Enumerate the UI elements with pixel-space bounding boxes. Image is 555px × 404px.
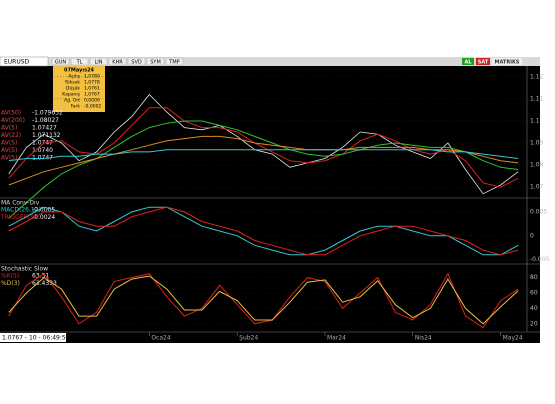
legend-value: 1.0740 bbox=[32, 147, 53, 154]
tooltip-key: Açılış bbox=[68, 74, 80, 80]
legend-value: 63.4333 bbox=[32, 280, 57, 287]
x-tick-label: Oca24 bbox=[151, 335, 171, 342]
toolbar-button-label: TMP bbox=[168, 60, 179, 66]
toolbar-action[interactable] bbox=[476, 58, 490, 65]
tooltip-value: -0,0002 bbox=[84, 104, 102, 110]
toolbar-button[interactable] bbox=[89, 57, 108, 66]
legend-name: %K(5) bbox=[1, 273, 19, 280]
series-line bbox=[8, 275, 519, 325]
x-tick-label: Mar24 bbox=[327, 335, 346, 342]
tooltip bbox=[53, 66, 105, 112]
legend-name: AV(5) bbox=[1, 125, 17, 132]
y-tick-label: 0 bbox=[530, 232, 534, 239]
series-line bbox=[8, 272, 519, 329]
legend-name: AV(50) bbox=[1, 110, 21, 117]
toolbar-button-label: TL bbox=[76, 60, 83, 66]
legend-value: -0.0024 bbox=[32, 214, 55, 221]
legend-name: AV(200) bbox=[1, 117, 25, 124]
legend-name: MACD(26,12) bbox=[1, 207, 41, 214]
toolbar-button[interactable] bbox=[108, 57, 127, 66]
legend-value: -1.08027 bbox=[32, 117, 59, 124]
tooltip-key: Yüksek bbox=[64, 80, 81, 86]
legend-name: AV(5) bbox=[1, 147, 17, 154]
tooltip-value: 1,0761 bbox=[84, 86, 100, 92]
toolbar-button-label: GUN bbox=[55, 60, 67, 66]
legend-value: -1.079632 bbox=[32, 110, 63, 117]
toolbar-button-label: KHR bbox=[112, 60, 123, 66]
symbol: EURUSD bbox=[4, 59, 30, 66]
legend-name: TRIGGER(9) bbox=[0, 214, 36, 221]
toolbar-action-label: SAT bbox=[478, 60, 489, 66]
toolbar-action[interactable] bbox=[492, 58, 522, 65]
tooltip-value: 1,0767 bbox=[84, 92, 100, 98]
y-tick-label: 1.12 bbox=[530, 73, 544, 80]
y-tick-label: 60 bbox=[530, 289, 538, 296]
y-tick-label: 80 bbox=[530, 274, 538, 281]
status-box bbox=[0, 333, 66, 342]
x-tick-label: May24 bbox=[503, 335, 523, 342]
panel-title: Stochastic Slow bbox=[1, 266, 48, 273]
toolbar-button-label: SYM bbox=[150, 60, 161, 66]
series-line bbox=[8, 107, 519, 188]
legend-value: 1.0747 bbox=[32, 140, 53, 147]
series-line bbox=[8, 206, 519, 256]
toolbar-button[interactable] bbox=[51, 57, 70, 66]
legend-name: AV(5) bbox=[1, 155, 17, 162]
panel-title: MA Conv-Div bbox=[1, 200, 40, 207]
toolbar-button-label: LIN bbox=[94, 60, 102, 66]
toolbar-action-label: MATRIKS bbox=[494, 60, 519, 66]
y-tick-label: 20 bbox=[530, 320, 538, 327]
y-tick-label: 0.005 bbox=[530, 208, 547, 215]
toolbar-button[interactable] bbox=[146, 57, 165, 66]
symbol-box[interactable] bbox=[0, 56, 49, 67]
toolbar-action[interactable] bbox=[462, 58, 474, 65]
tooltip-value: 0,0000 bbox=[84, 98, 100, 104]
toolbar bbox=[0, 57, 540, 66]
tooltip-value: 1,0778 bbox=[84, 80, 100, 86]
legend-name: AV(5) bbox=[1, 140, 17, 147]
x-tick-label: Şub24 bbox=[239, 335, 258, 342]
legend-name: AV(22) bbox=[1, 132, 21, 139]
toolbar-button[interactable] bbox=[127, 57, 146, 66]
tooltip-key: Fark bbox=[71, 104, 81, 110]
toolbar-action-label: AL bbox=[464, 60, 472, 66]
legend-value: 1.07427 bbox=[32, 125, 57, 132]
tooltip-key: Düşük bbox=[66, 86, 81, 92]
legend-value: -0.0005 bbox=[32, 207, 55, 214]
toolbar-button-label: SVD bbox=[131, 60, 142, 66]
y-tick-label: 40 bbox=[530, 305, 538, 312]
y-tick-label: 1.07 bbox=[530, 184, 544, 191]
tooltip-key: Ağ. Ort bbox=[64, 97, 80, 104]
series-line bbox=[8, 149, 519, 162]
series-line bbox=[8, 206, 519, 256]
toolbar-button[interactable] bbox=[70, 57, 89, 66]
y-tick-label: 1.11 bbox=[530, 95, 544, 102]
y-tick-label: 1.08 bbox=[530, 162, 544, 169]
x-tick-label: Nis24 bbox=[415, 335, 432, 342]
tooltip-title: 07Mayıs24 bbox=[64, 68, 95, 74]
tooltip-value: 1,0780 bbox=[84, 74, 100, 80]
y-tick-label: 1.1 bbox=[530, 117, 540, 124]
tooltip-key: Kapanış bbox=[62, 92, 80, 98]
legend-name: %D(3) bbox=[1, 280, 20, 287]
status: 1.0767 - 10 - 06:49:54 bbox=[2, 335, 70, 342]
y-tick-label: 1.09 bbox=[530, 140, 544, 147]
toolbar-button[interactable] bbox=[165, 57, 184, 66]
y-tick-label: -0.005 bbox=[530, 256, 550, 263]
